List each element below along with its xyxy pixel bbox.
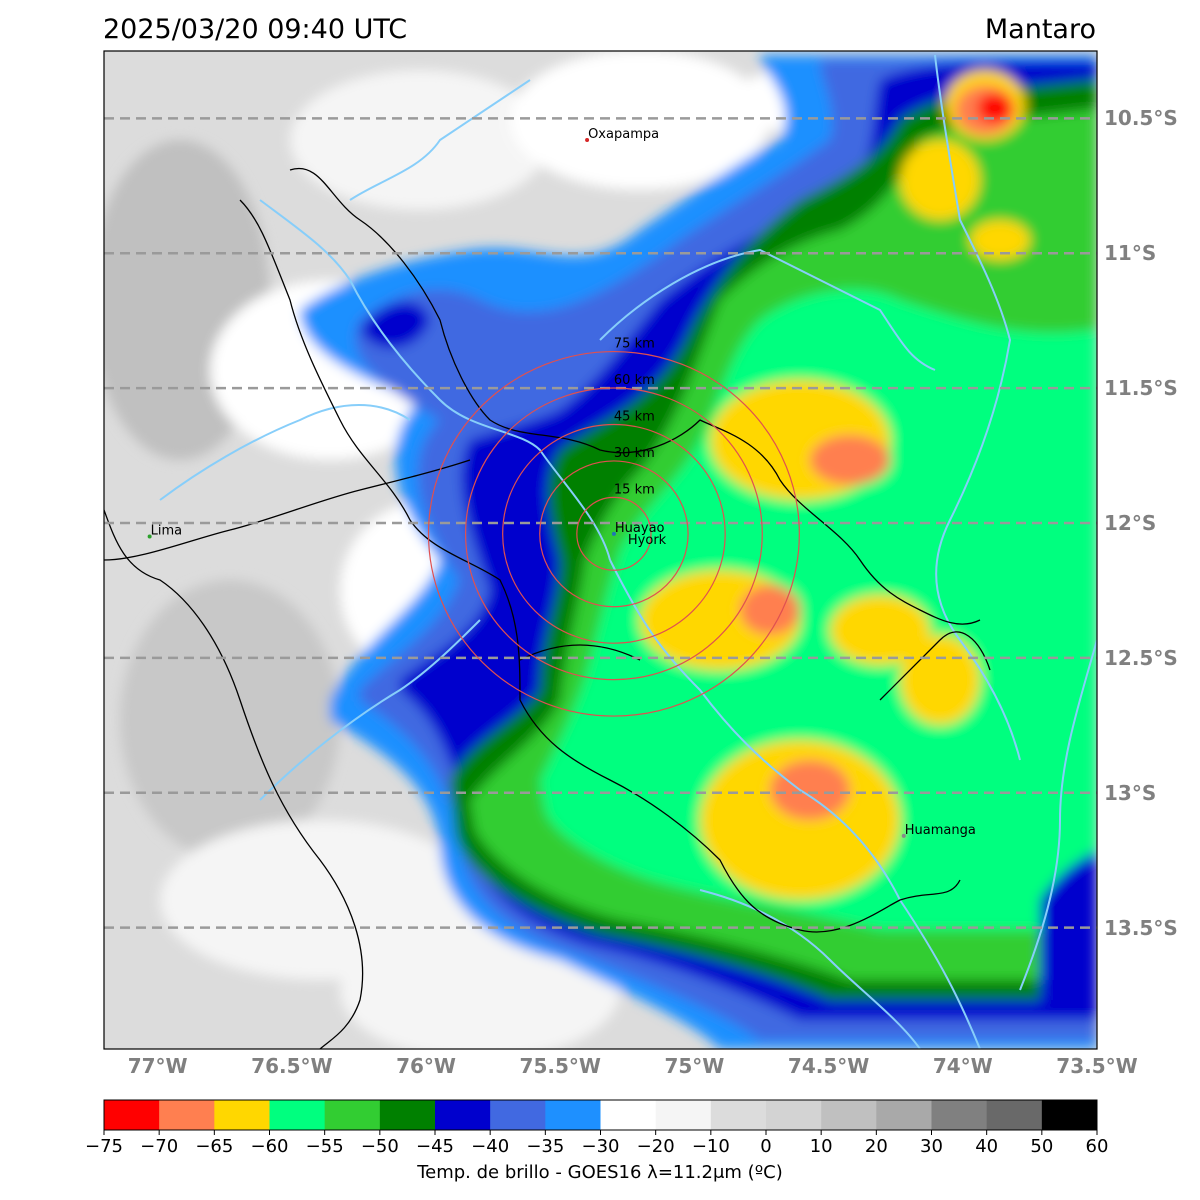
lat-tick-label: 12°S bbox=[1104, 511, 1157, 536]
range-ring bbox=[576, 496, 652, 571]
colorbar-segment bbox=[710, 1100, 767, 1130]
colorbar-segment bbox=[931, 1100, 988, 1130]
colorbar-tick-label: 30 bbox=[920, 1136, 943, 1157]
colorbar-tick-label: −75 bbox=[85, 1136, 123, 1157]
city-label: Oxapampa bbox=[588, 127, 659, 142]
city-markers: Oxapampa Lima Huayao Huamanga Hyork bbox=[147, 127, 976, 838]
lon-tick-label: 74.5°W bbox=[787, 1054, 870, 1078]
city-marker bbox=[611, 531, 616, 536]
colorbar-tick-label: −65 bbox=[195, 1136, 234, 1157]
city-label: Lima bbox=[151, 524, 182, 539]
colorbar-tick-label: −10 bbox=[691, 1136, 730, 1157]
colorbar-tick-label: −70 bbox=[140, 1136, 179, 1157]
range-ring-labels: 15 km 30 km 45 km 60 km 75 km bbox=[614, 337, 655, 498]
lon-tick-label: 75°W bbox=[664, 1054, 725, 1078]
lat-tick-label: 11°S bbox=[1104, 241, 1157, 266]
radar-station-label: Hyork bbox=[628, 533, 667, 548]
colorbar-segment bbox=[214, 1100, 270, 1130]
colorbar-tick-label: −30 bbox=[581, 1136, 620, 1157]
lat-tick-label: 13°S bbox=[1104, 780, 1157, 805]
lat-tick-label: 12.5°S bbox=[1104, 645, 1178, 670]
region-title: Mantaro bbox=[984, 14, 1096, 45]
colorbar-tick-label: −55 bbox=[305, 1136, 344, 1157]
colorbar-segment bbox=[876, 1100, 932, 1130]
lat-tick-label: 13.5°S bbox=[1104, 915, 1178, 940]
colorbar-segment bbox=[104, 1100, 160, 1130]
lat-tick-label: 10.5°S bbox=[1104, 106, 1178, 131]
lon-tick-label: 76°W bbox=[396, 1054, 456, 1078]
colorbar-segment bbox=[269, 1100, 326, 1130]
lon-tick-label: 76.5°W bbox=[251, 1054, 333, 1078]
colorbar-label: Temp. de brillo - GOES16 λ=11.2μm (ºC) bbox=[417, 1162, 783, 1183]
range-ring-label: 60 km bbox=[614, 373, 655, 388]
range-rings bbox=[427, 350, 800, 717]
range-ring bbox=[464, 387, 763, 681]
admin-borders bbox=[104, 167, 991, 1049]
colorbar-segment bbox=[655, 1100, 712, 1130]
colorbar-tick-label: 10 bbox=[809, 1136, 833, 1157]
range-ring-label: 15 km bbox=[614, 482, 655, 497]
lon-tick-label: 73.5°W bbox=[1056, 1054, 1138, 1078]
range-ring-label: 75 km bbox=[614, 337, 655, 352]
range-ring bbox=[427, 350, 800, 717]
city-marker bbox=[901, 833, 906, 838]
city-label: Huamanga bbox=[905, 823, 976, 838]
city-marker bbox=[147, 534, 152, 539]
lon-tick-label: 74°W bbox=[932, 1054, 993, 1078]
city-marker bbox=[585, 138, 590, 143]
colorbar-segment bbox=[379, 1100, 436, 1130]
colorbar-tick-label: 50 bbox=[1030, 1136, 1054, 1157]
colorbar-segment bbox=[600, 1100, 657, 1130]
colorbar-segment bbox=[159, 1100, 215, 1130]
colorbar-tick-label: −60 bbox=[250, 1136, 289, 1157]
colorbar bbox=[103, 1099, 1098, 1135]
colorbar-segment bbox=[986, 1100, 1043, 1130]
range-ring-label: 45 km bbox=[614, 409, 655, 424]
range-ring bbox=[539, 460, 689, 608]
colorbar-tick-label: 60 bbox=[1085, 1136, 1109, 1157]
colorbar-segment bbox=[545, 1100, 601, 1130]
colorbar-tick-label: 20 bbox=[864, 1136, 888, 1157]
colorbar-tick-label: 40 bbox=[975, 1136, 999, 1157]
datetime-title: 2025/03/20 09:40 UTC bbox=[103, 14, 408, 45]
colorbar-segment bbox=[490, 1100, 546, 1130]
colorbar-segment bbox=[766, 1100, 822, 1130]
rivers bbox=[159, 54, 1097, 1049]
colorbar-tick-label: −20 bbox=[636, 1136, 675, 1157]
colorbar-tick-label: −35 bbox=[526, 1136, 565, 1157]
range-ring-label: 30 km bbox=[614, 446, 655, 461]
lat-tick-label: 11.5°S bbox=[1104, 376, 1178, 401]
brightness-temperature-field: 15 km 30 km 45 km 60 km 75 km Oxapampa Lima Hu… bbox=[104, 51, 1097, 1049]
colorbar-tick-label: 0 bbox=[760, 1136, 772, 1157]
colorbar-segment bbox=[324, 1100, 381, 1130]
colorbar-tick-label: −50 bbox=[360, 1136, 399, 1157]
colorbar-segment bbox=[435, 1100, 491, 1130]
colorbar-segment bbox=[821, 1100, 877, 1130]
colorbar-tick-label: −45 bbox=[416, 1136, 454, 1157]
range-ring bbox=[502, 423, 726, 644]
colorbar-tick-label: −40 bbox=[471, 1136, 510, 1157]
city-label: Huayao bbox=[615, 521, 665, 536]
lon-tick-label: 75.5°W bbox=[519, 1054, 601, 1078]
lon-tick-label: 77°W bbox=[127, 1054, 188, 1078]
map-frame bbox=[103, 50, 1098, 1050]
colorbar-segment bbox=[1041, 1100, 1098, 1130]
